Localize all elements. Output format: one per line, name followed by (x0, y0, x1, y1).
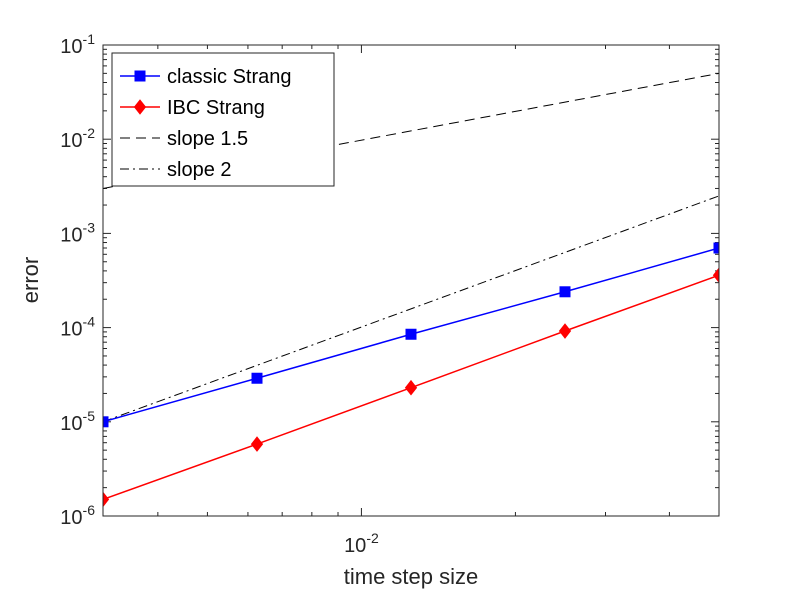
plot-frame (102, 44, 720, 517)
y-axis-label: error (18, 257, 43, 303)
legend-label: classic Strang (167, 66, 292, 88)
series-ibc-strang (103, 267, 719, 508)
y-tick-label: 10-2 (60, 125, 95, 152)
series-slope-2 (103, 195, 719, 423)
data-point-classic-strang (559, 286, 571, 298)
series-classic-strang (103, 242, 719, 428)
tick-labels: 10-6 10-5 10-4 10-3 10-2 10-1 10-2 (60, 31, 379, 557)
x-axis-label: time step size (344, 564, 479, 589)
legend-item-slope-1-5: slope 1.5 (120, 128, 248, 150)
legend: classic Strang IBC Strang slope 1.5 slope 2 (111, 52, 335, 187)
x-tick-label: 10-2 (344, 530, 379, 557)
data-point-ibc-strang (103, 491, 110, 508)
y-tick-label: 10-4 (60, 314, 95, 341)
data-point-ibc-strang (404, 379, 418, 396)
data-point-classic-strang (251, 372, 263, 384)
data-point-classic-strang (713, 242, 719, 254)
legend-label: slope 1.5 (167, 128, 248, 150)
y-tick-label: 10-1 (60, 31, 95, 58)
y-tick-label: 10-3 (60, 219, 95, 246)
data-point-classic-strang (103, 416, 109, 428)
legend-marker (134, 70, 146, 82)
data-point-ibc-strang (558, 323, 572, 339)
legend-marker (133, 99, 147, 115)
data-point-ibc-strang (250, 436, 264, 452)
legend-label: slope 2 (167, 159, 232, 181)
y-tick-label: 10-6 (60, 502, 95, 529)
legend-item-ibc-strang: IBC Strang (120, 97, 265, 119)
legend-box (111, 52, 335, 187)
y-tick-label: 10-5 (60, 408, 95, 435)
data-point-ibc-strang (712, 267, 719, 284)
legend-item-classic-strang: classic Strang (120, 66, 292, 88)
data-point-classic-strang (405, 328, 417, 340)
ticks-layer (103, 45, 720, 517)
series-line-slope-2 (103, 195, 719, 423)
legend-label: IBC Strang (167, 97, 265, 119)
legend-item-slope-2: slope 2 (120, 159, 232, 181)
